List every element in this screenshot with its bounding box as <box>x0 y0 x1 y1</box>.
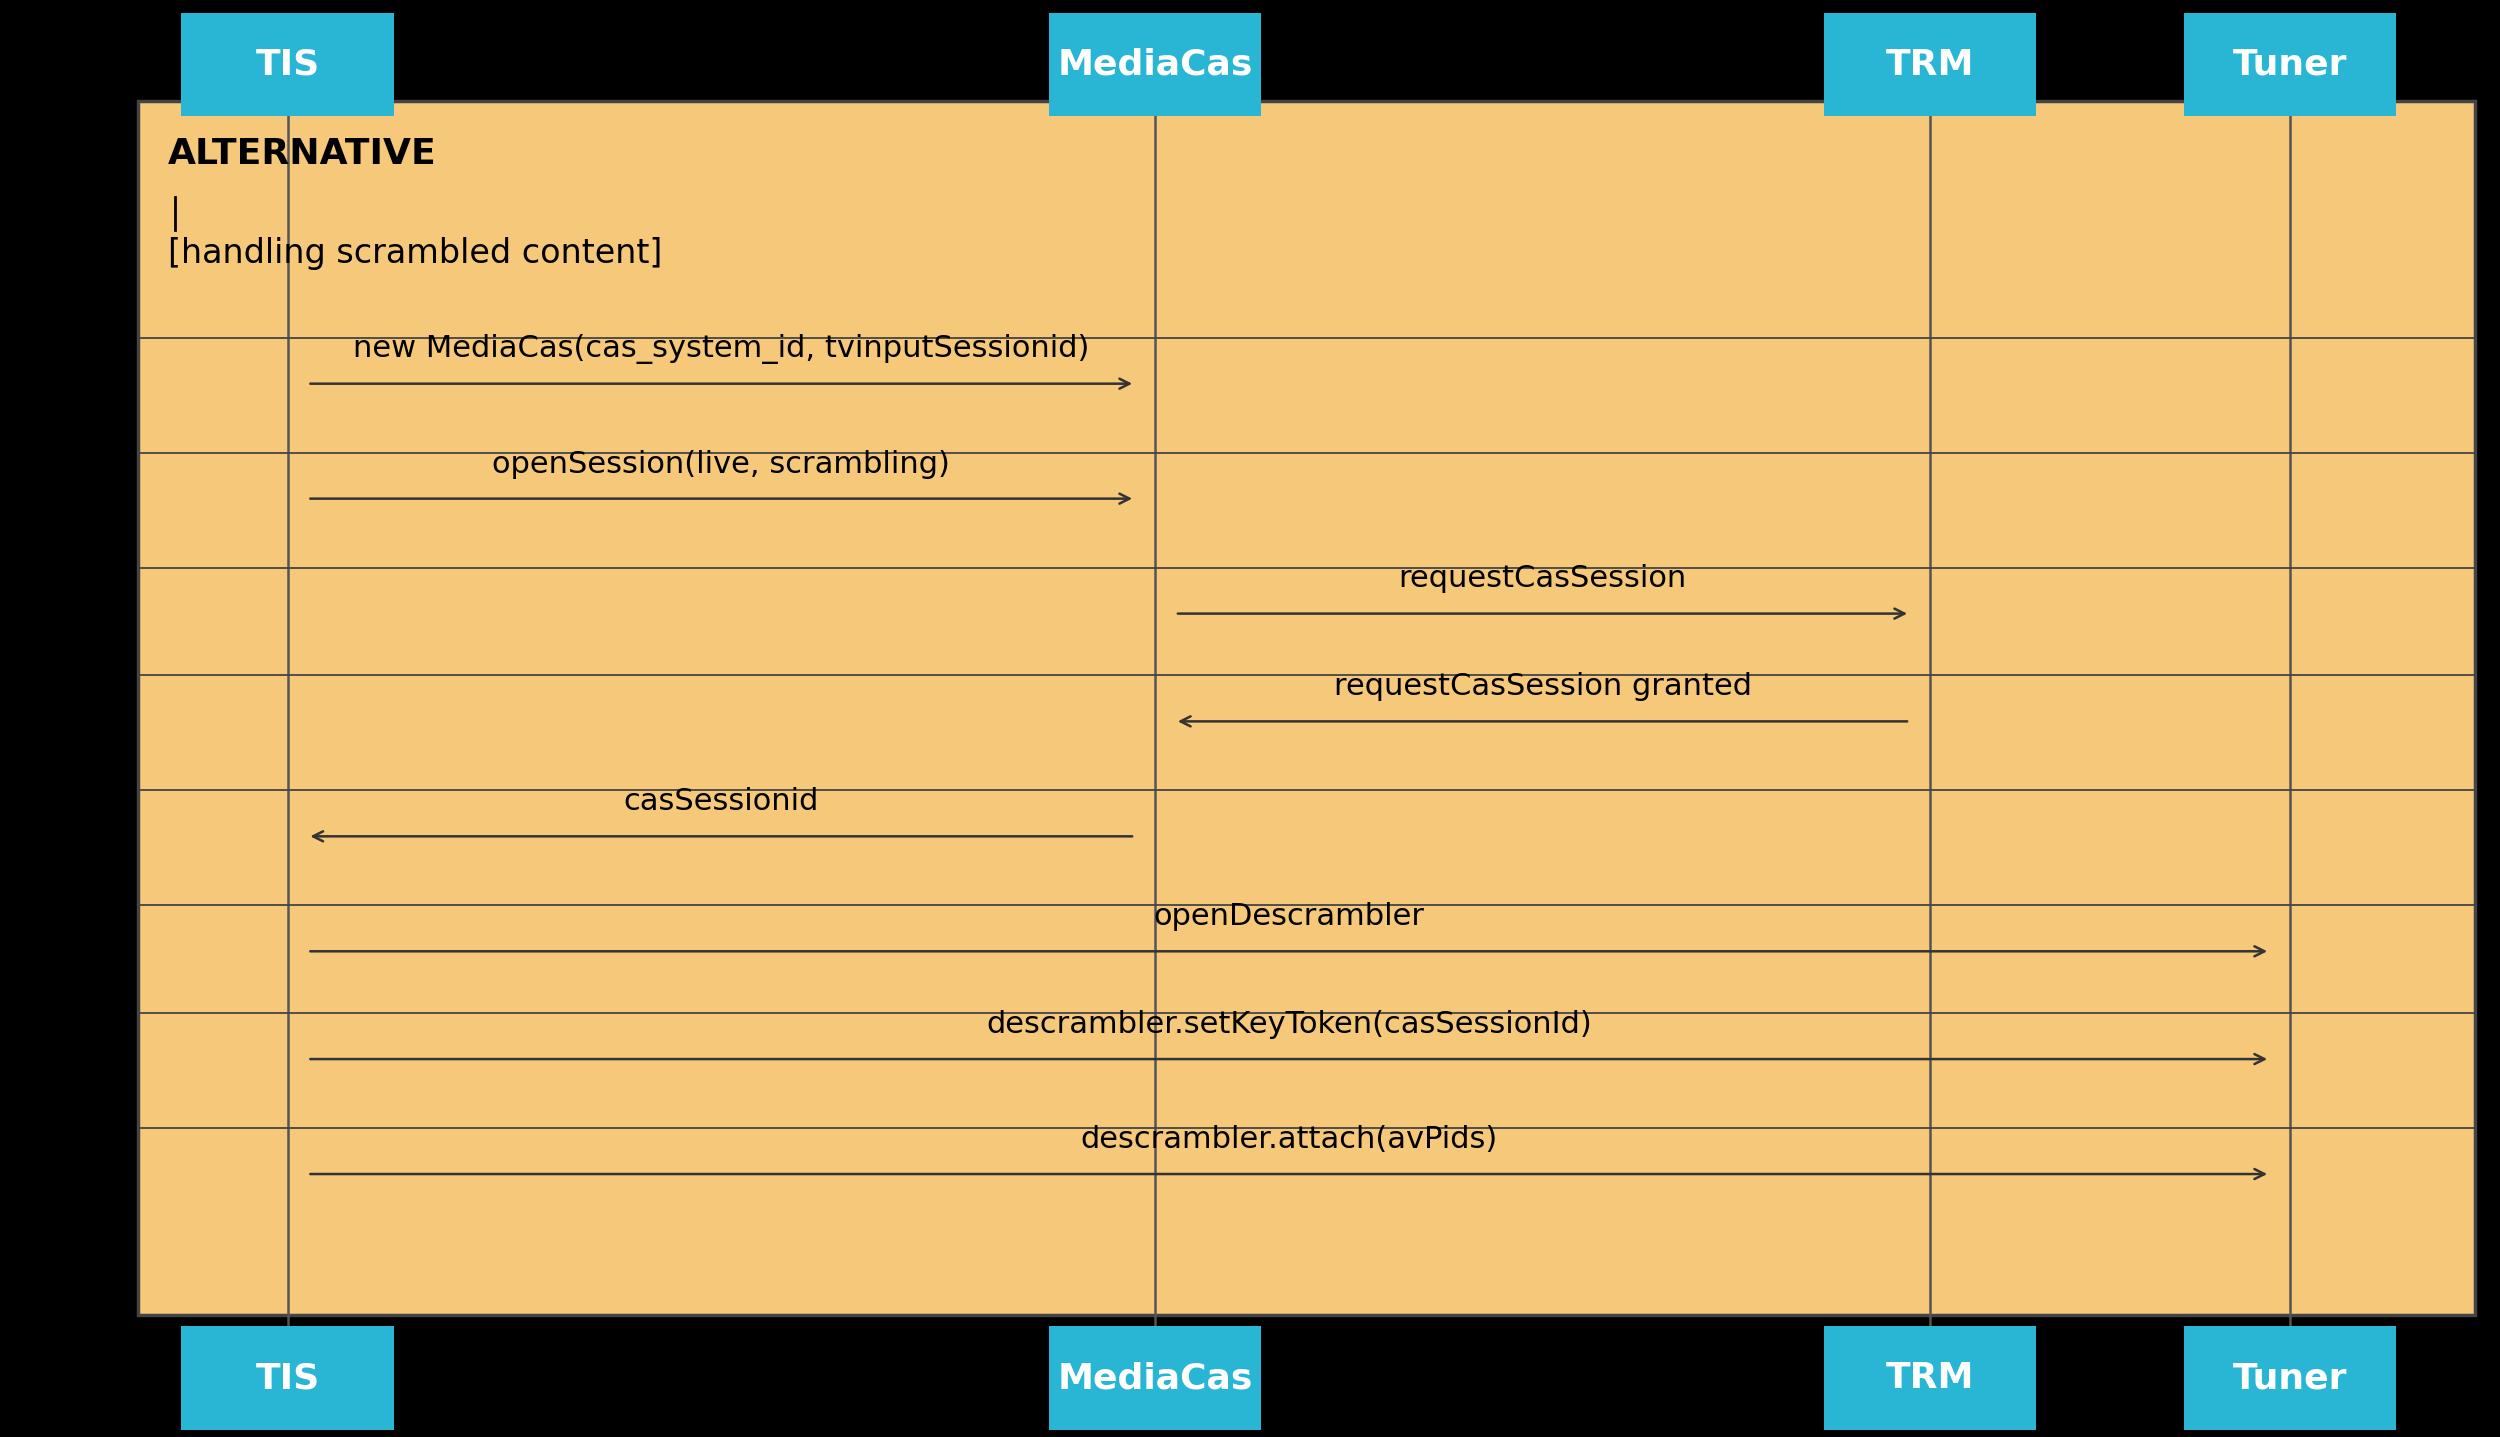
Bar <box>2185 1326 2395 1430</box>
Text: casSessionid: casSessionid <box>622 787 820 816</box>
Text: TRM: TRM <box>1885 47 1975 82</box>
Bar <box>1050 13 1262 116</box>
Bar <box>182 1326 395 1430</box>
Text: descrambler.setKeyToken(casSessionId): descrambler.setKeyToken(casSessionId) <box>985 1010 1592 1039</box>
Bar <box>2185 13 2395 116</box>
Text: openSession(live, scrambling): openSession(live, scrambling) <box>492 450 950 479</box>
Bar <box>1825 1326 2035 1430</box>
Bar <box>138 101 2475 1315</box>
Text: requestCasSession granted: requestCasSession granted <box>1332 673 1752 701</box>
Text: ALTERNATIVE: ALTERNATIVE <box>168 137 437 171</box>
Text: TIS: TIS <box>255 1361 320 1395</box>
Bar <box>182 13 395 116</box>
Text: new MediaCas(cas_system_id, tvinputSessionid): new MediaCas(cas_system_id, tvinputSessi… <box>352 333 1090 364</box>
Text: MediaCas: MediaCas <box>1058 47 1252 82</box>
Text: Tuner: Tuner <box>2232 47 2348 82</box>
Text: Tuner: Tuner <box>2232 1361 2348 1395</box>
Text: [handling scrambled content]: [handling scrambled content] <box>168 237 662 270</box>
Text: descrambler.attach(avPids): descrambler.attach(avPids) <box>1080 1125 1498 1154</box>
Text: MediaCas: MediaCas <box>1058 1361 1252 1395</box>
Text: requestCasSession: requestCasSession <box>1398 565 1688 593</box>
Text: TRM: TRM <box>1885 1361 1975 1395</box>
Text: TIS: TIS <box>255 47 320 82</box>
Text: openDescrambler: openDescrambler <box>1152 902 1425 931</box>
Bar <box>1050 1326 1262 1430</box>
Bar <box>1825 13 2035 116</box>
